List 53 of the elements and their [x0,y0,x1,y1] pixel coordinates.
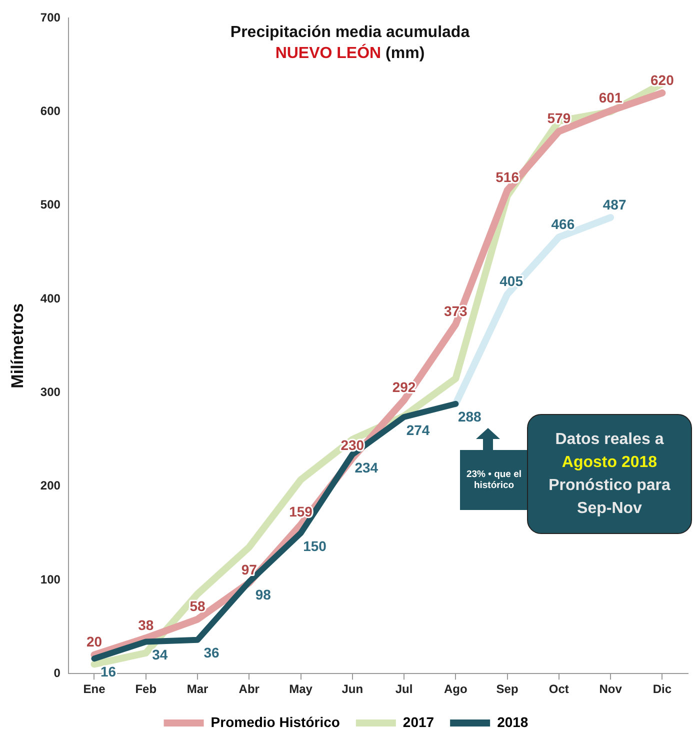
y-tick-label: 0 [54,666,61,680]
note-box: 23% • que el histórico [460,450,528,510]
annotation: Pronóstico para Sep-Nov [548,476,672,519]
x-tick-label: Abr [238,682,260,696]
y-axis-title: Milímetros [8,303,27,388]
data-label: 487 [602,196,626,212]
data-label: 516 [496,169,520,186]
data-label: 579 [547,110,571,126]
y-tick-label: 100 [40,572,61,586]
data-label: 234 [354,459,378,476]
data-label: 16 [100,663,116,680]
x-tick-label: Dic [652,682,672,696]
data-label: 159 [289,504,313,520]
data-label: 20 [86,634,102,650]
legend-label: 2018 [497,714,528,730]
x-tick-label: Ago [444,682,468,696]
y-tick-label: 200 [40,478,61,493]
annotation: Datos reales a [554,430,665,450]
note-box: Datos reales a Agosto 2018 Pronóstico para Sep-Nov [527,414,692,534]
data-label: 466 [551,216,575,232]
x-tick-label: Jun [342,682,364,696]
data-label: 620 [650,72,674,88]
chart-title: Precipitación media acumulada [229,23,471,43]
data-label: 150 [303,538,327,554]
x-tick-label: Jul [395,682,413,696]
y-tick-label: 300 [40,384,61,399]
x-tick-label: Mar [186,682,208,696]
data-label: 34 [152,646,168,663]
data-label: 38 [138,616,154,633]
data-label: 274 [406,422,430,438]
x-tick-label: Sep [496,682,518,696]
x-tick-label: Nov [599,682,622,696]
x-tick-label: May [289,682,313,696]
x-tick-label: Feb [135,682,157,696]
data-label: 36 [204,644,220,661]
data-label: 601 [598,90,622,106]
text: NUEVO LEÓN (mm) [275,45,425,62]
data-label: 288 [458,408,482,425]
x-tick-label: Ene [83,682,106,696]
y-tick-label: 500 [40,198,61,212]
y-tick-label: 400 [40,291,61,306]
data-label: 58 [190,598,206,614]
legend-label: 2017 [402,714,434,730]
data-label: 292 [392,378,416,395]
data-label: 97 [241,562,258,578]
y-tick-label: 700 [40,10,61,24]
data-label: 405 [500,273,524,290]
data-label: 98 [255,586,272,603]
x-tick-label: Oct [548,682,569,696]
annotation: Agosto 2018 [560,453,658,473]
data-label: 373 [444,303,468,320]
y-tick-label: 600 [40,104,61,118]
legend-label: Promedio Histórico [210,714,340,730]
